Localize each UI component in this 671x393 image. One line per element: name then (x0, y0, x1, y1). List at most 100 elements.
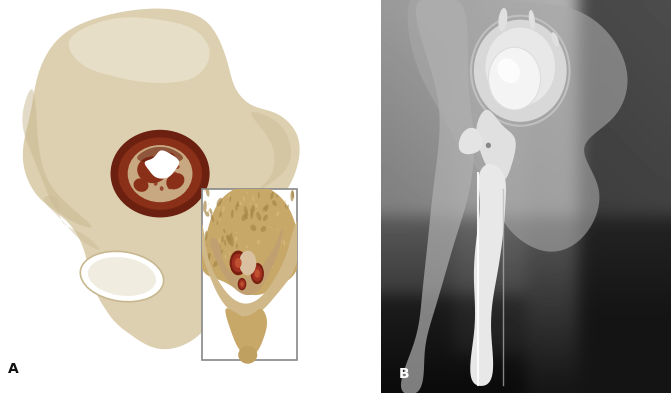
Ellipse shape (279, 237, 282, 243)
Polygon shape (225, 309, 267, 357)
Ellipse shape (243, 196, 245, 202)
Ellipse shape (250, 209, 253, 219)
Polygon shape (145, 151, 179, 178)
Ellipse shape (204, 189, 205, 192)
Ellipse shape (161, 162, 165, 166)
Ellipse shape (239, 279, 245, 289)
Polygon shape (401, 0, 474, 393)
Polygon shape (99, 248, 199, 342)
Ellipse shape (529, 10, 535, 29)
Ellipse shape (289, 259, 292, 263)
Ellipse shape (277, 228, 278, 231)
Ellipse shape (258, 192, 260, 198)
Ellipse shape (118, 138, 202, 210)
Ellipse shape (221, 235, 223, 242)
Ellipse shape (229, 251, 230, 255)
Ellipse shape (208, 203, 209, 205)
Ellipse shape (137, 156, 168, 183)
Text: B: B (399, 367, 409, 381)
Ellipse shape (203, 244, 207, 248)
Ellipse shape (270, 257, 272, 262)
Polygon shape (470, 164, 506, 386)
Ellipse shape (223, 229, 225, 233)
Ellipse shape (203, 200, 207, 213)
Ellipse shape (235, 258, 242, 268)
Ellipse shape (228, 233, 232, 241)
Ellipse shape (264, 204, 268, 212)
Ellipse shape (81, 251, 164, 302)
Ellipse shape (154, 181, 158, 186)
Ellipse shape (236, 231, 238, 233)
Ellipse shape (244, 206, 248, 217)
Ellipse shape (236, 243, 238, 249)
Ellipse shape (239, 251, 256, 275)
Ellipse shape (228, 194, 230, 198)
Ellipse shape (250, 202, 251, 205)
Ellipse shape (244, 215, 248, 219)
Ellipse shape (217, 198, 222, 207)
Ellipse shape (250, 204, 255, 215)
Ellipse shape (236, 201, 240, 211)
Ellipse shape (251, 262, 254, 268)
Ellipse shape (205, 231, 207, 241)
Text: A: A (7, 362, 18, 376)
Ellipse shape (250, 263, 264, 284)
Ellipse shape (252, 266, 262, 281)
Polygon shape (459, 128, 483, 154)
Ellipse shape (224, 240, 226, 246)
Ellipse shape (205, 258, 208, 262)
Polygon shape (201, 185, 299, 295)
Ellipse shape (226, 235, 231, 242)
Ellipse shape (287, 205, 289, 209)
Ellipse shape (225, 255, 226, 259)
Polygon shape (408, 0, 627, 252)
Ellipse shape (227, 236, 231, 245)
Ellipse shape (551, 32, 559, 46)
Ellipse shape (156, 163, 160, 168)
Ellipse shape (214, 252, 219, 257)
Ellipse shape (292, 191, 294, 198)
Polygon shape (137, 147, 183, 163)
Ellipse shape (249, 211, 250, 215)
Ellipse shape (254, 204, 258, 208)
Polygon shape (68, 17, 209, 83)
Ellipse shape (215, 250, 218, 256)
Ellipse shape (276, 211, 279, 217)
Ellipse shape (238, 206, 239, 209)
Ellipse shape (285, 226, 286, 228)
Ellipse shape (168, 185, 172, 189)
Ellipse shape (234, 237, 238, 241)
Ellipse shape (291, 190, 294, 201)
Ellipse shape (499, 8, 507, 31)
Ellipse shape (272, 200, 277, 206)
Ellipse shape (231, 253, 245, 272)
Ellipse shape (486, 28, 555, 106)
Ellipse shape (151, 177, 155, 182)
Ellipse shape (172, 172, 177, 176)
Polygon shape (53, 194, 229, 336)
Ellipse shape (497, 59, 520, 83)
Ellipse shape (239, 201, 242, 206)
Ellipse shape (169, 178, 174, 182)
Ellipse shape (246, 191, 248, 195)
Polygon shape (201, 220, 300, 316)
Ellipse shape (240, 255, 242, 257)
Ellipse shape (270, 264, 272, 268)
Ellipse shape (254, 269, 260, 278)
Ellipse shape (229, 196, 231, 202)
Bar (202, 189, 297, 360)
Ellipse shape (283, 240, 285, 246)
Ellipse shape (142, 164, 146, 168)
Ellipse shape (205, 211, 209, 217)
Polygon shape (251, 112, 291, 189)
Ellipse shape (219, 217, 221, 221)
Ellipse shape (175, 165, 180, 169)
Ellipse shape (222, 206, 225, 212)
Ellipse shape (229, 251, 247, 275)
Ellipse shape (218, 238, 220, 245)
Ellipse shape (166, 173, 185, 189)
Ellipse shape (203, 250, 206, 253)
Ellipse shape (209, 208, 213, 215)
Ellipse shape (111, 130, 209, 217)
Ellipse shape (208, 209, 209, 213)
